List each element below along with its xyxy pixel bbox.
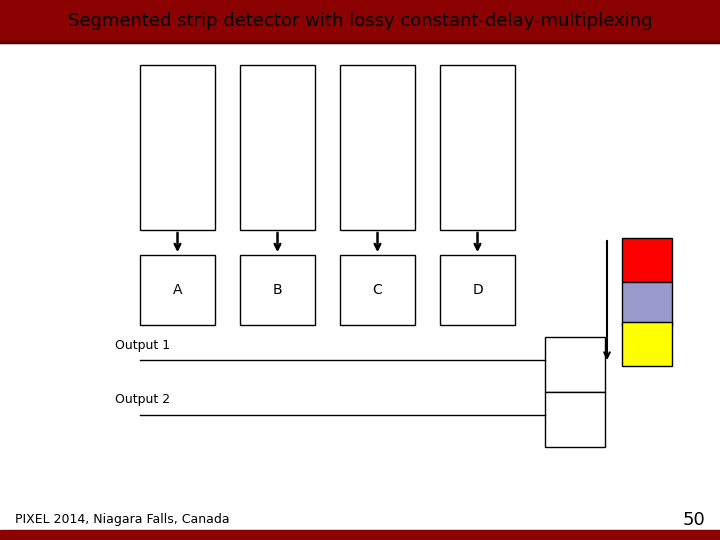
Text: 50: 50 [683,511,705,529]
Bar [622,322,672,366]
Bar [340,65,415,230]
Text: Output 1: Output 1 [115,339,170,352]
Bar [440,65,515,230]
Bar [440,255,515,325]
Bar [240,255,315,325]
Bar [140,65,215,230]
Bar [0,0,720,42]
Bar [0,530,720,540]
Text: D: D [472,283,483,297]
Text: A: A [173,283,182,297]
Text: Segmented strip detector with lossy constant-delay-multiplexing: Segmented strip detector with lossy cons… [68,12,652,30]
Bar [140,255,215,325]
Bar [622,238,672,282]
Text: PIXEL 2014, Niagara Falls, Canada: PIXEL 2014, Niagara Falls, Canada [15,514,230,526]
Text: Output 2: Output 2 [115,394,170,407]
Text: C: C [373,283,382,297]
Bar [545,337,605,392]
Bar [240,65,315,230]
Bar [545,392,605,447]
Bar [340,255,415,325]
Bar [622,282,672,326]
Text: B: B [273,283,282,297]
